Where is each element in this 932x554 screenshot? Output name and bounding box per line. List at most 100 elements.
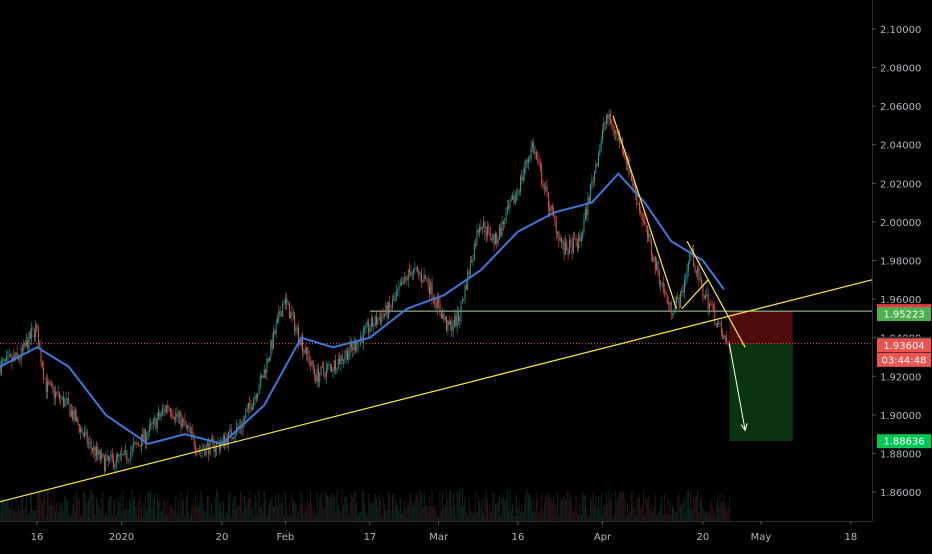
volume-bar [351, 494, 352, 521]
candle-body [124, 451, 125, 455]
volume-bar [395, 505, 396, 521]
volume-bar [693, 498, 694, 521]
volume-bar [18, 505, 19, 521]
volume-bar [445, 506, 446, 521]
volume-bar [623, 491, 624, 521]
candle-body [403, 282, 404, 284]
candle-body [211, 439, 212, 440]
candle-body [289, 302, 290, 318]
position-tool[interactable] [729, 311, 792, 441]
volume-bar [59, 502, 60, 521]
candle-body [416, 268, 417, 269]
volume-bar [638, 497, 639, 521]
candle-body [624, 155, 625, 158]
candle-body [165, 409, 166, 412]
candle-body [187, 425, 188, 428]
volume-bar [17, 512, 18, 521]
candle-body [524, 169, 525, 175]
volume-bar [247, 502, 248, 521]
volume-bar [289, 501, 290, 521]
candle-body [474, 244, 475, 259]
volume-bar [490, 503, 491, 521]
candle-body [669, 302, 670, 304]
candle-body [4, 359, 5, 361]
volume-bar [414, 501, 415, 521]
volume-bar [340, 513, 341, 521]
volume-bar [461, 505, 462, 521]
candle-body [650, 234, 651, 242]
volume-bar [248, 498, 249, 521]
volume-bar [328, 497, 329, 521]
candle-body [405, 277, 406, 278]
volume-bar [334, 494, 335, 521]
candle-body [354, 342, 355, 350]
candle-body [507, 207, 508, 214]
volume-bar [405, 510, 406, 521]
candle-body [470, 261, 471, 275]
candle-body [108, 455, 109, 460]
candle-body [332, 370, 333, 371]
candle-body [498, 240, 499, 244]
candle-body [210, 440, 211, 455]
candle-body [306, 347, 307, 354]
candle-body [515, 196, 516, 203]
y-tick-label: 1.98000 [880, 257, 921, 268]
candle-body [114, 464, 115, 468]
candle-body [527, 160, 528, 163]
volume-bar [346, 497, 347, 521]
volume-bar [622, 491, 623, 521]
volume-bar [412, 502, 413, 521]
candle-body [17, 352, 18, 355]
volume-bar [400, 497, 401, 521]
candle-body [714, 307, 715, 323]
candle-body [582, 231, 583, 237]
volume-bar [233, 499, 234, 521]
volume-bar [650, 509, 651, 521]
volume-bar [606, 492, 607, 521]
candle-body [513, 195, 514, 203]
candle-body [70, 404, 71, 416]
volume-bar [73, 495, 74, 521]
stop-loss-zone[interactable] [729, 311, 792, 344]
volume-bar [273, 506, 274, 521]
volume-bar [181, 492, 182, 521]
candle-body [693, 249, 694, 266]
volume-bar [309, 503, 310, 521]
candle-body [151, 424, 152, 425]
volume-bar [570, 492, 571, 521]
candle-body [75, 410, 76, 422]
volume-bar [227, 513, 228, 521]
volume-bar [77, 500, 78, 521]
volume-bar [644, 514, 645, 521]
volume-bar [313, 510, 314, 521]
take-profit-zone[interactable] [729, 344, 792, 442]
volume-bar [276, 494, 277, 521]
volume-bar [50, 506, 51, 521]
candle-body [26, 340, 27, 346]
candle-body [664, 291, 665, 292]
volume-bar [253, 517, 254, 521]
candle-body [22, 348, 23, 350]
volume-bar [663, 515, 664, 521]
candle-body [609, 114, 610, 119]
volume-bar [397, 506, 398, 521]
volume-bar [392, 495, 393, 521]
volume-bar [472, 512, 473, 521]
candle-body [29, 332, 30, 349]
volume-bar [659, 510, 660, 521]
volume-bar [529, 494, 530, 521]
candle-body [181, 412, 182, 427]
candle-body [521, 176, 522, 180]
volume-bar [521, 505, 522, 521]
candle-body [252, 407, 253, 411]
candle-body [689, 255, 690, 262]
volume-bar [598, 496, 599, 521]
volume-bar [350, 503, 351, 521]
volume-bar [519, 499, 520, 521]
volume-bar [307, 500, 308, 521]
volume-bar [182, 502, 183, 521]
candle-body [424, 275, 425, 282]
volume-bar [458, 494, 459, 521]
